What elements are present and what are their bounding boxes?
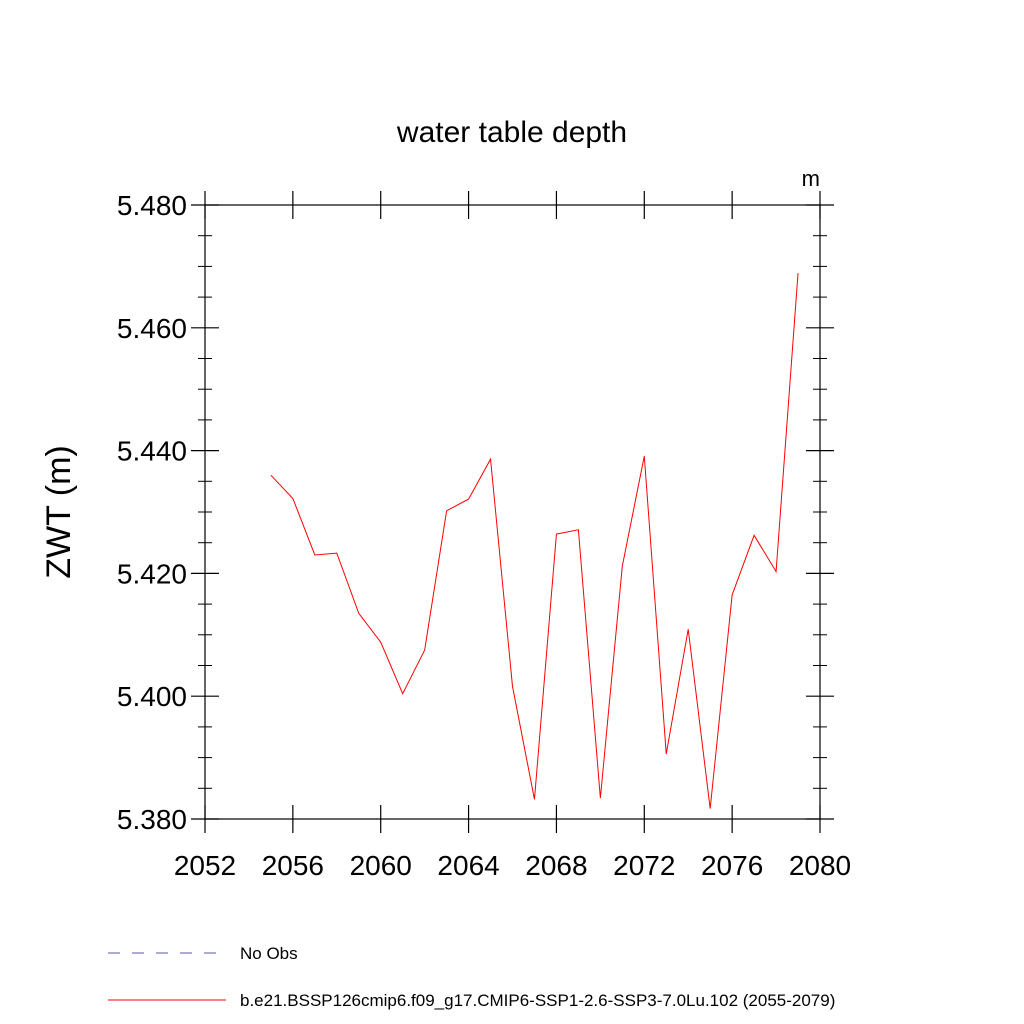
x-tick-label: 2056: [262, 850, 324, 881]
legend-label-no-obs: No Obs: [240, 944, 298, 963]
plot-frame: [204, 204, 821, 820]
x-tick-label: 2080: [789, 850, 851, 881]
major-ticks: [191, 191, 834, 833]
y-tick-label: 5.380: [117, 804, 187, 835]
y-tick-label: 5.480: [117, 190, 187, 221]
x-tick-label: 2052: [174, 850, 236, 881]
legend-label-model-run: b.e21.BSSP126cmip6.f09_g17.CMIP6-SSP1-2.…: [240, 991, 835, 1010]
x-tick-label: 2068: [525, 850, 587, 881]
series-line: [270, 273, 799, 809]
series-layer: [270, 273, 799, 809]
minor-ticks: [198, 235, 827, 789]
x-tick-labels: 2052 2056 2060 2064 2068 2072 2076 2080: [174, 850, 851, 881]
y-tick-label: 5.420: [117, 558, 187, 589]
y-tick-label: 5.460: [117, 313, 187, 344]
legend: No Obs b.e21.BSSP126cmip6.f09_g17.CMIP6-…: [108, 944, 835, 1010]
y-axis-label: ZWT (m): [40, 445, 78, 578]
y-tick-labels: 5.380 5.400 5.420 5.440 5.460 5.480: [117, 190, 187, 835]
x-tick-label: 2076: [701, 850, 763, 881]
x-tick-label: 2072: [613, 850, 675, 881]
x-tick-label: 2064: [437, 850, 499, 881]
chart-title: water table depth: [396, 116, 627, 149]
units-label: m: [802, 166, 820, 191]
x-tick-label: 2060: [350, 850, 412, 881]
y-tick-label: 5.400: [117, 681, 187, 712]
y-tick-label: 5.440: [117, 436, 187, 467]
